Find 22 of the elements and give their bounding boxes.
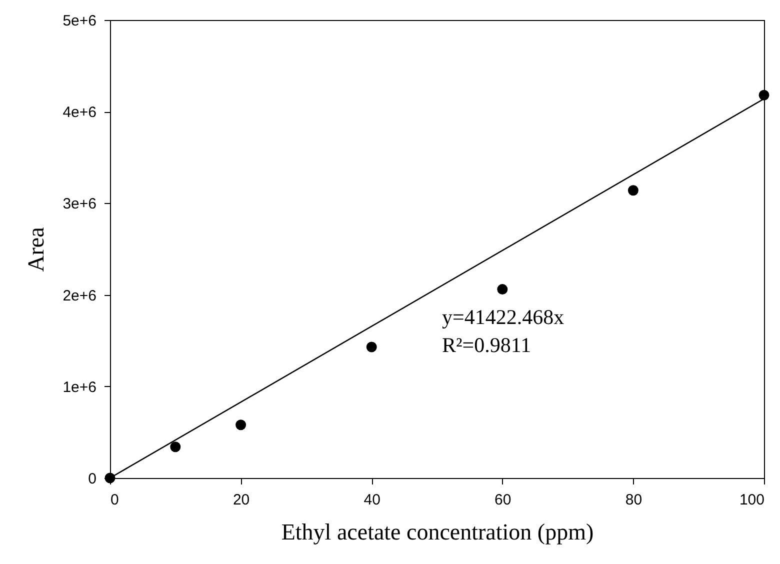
x-tick-label: 20	[232, 492, 250, 508]
point	[758, 90, 770, 100]
annotation: y=41422.468x	[442, 305, 565, 329]
annotation: R²=0.9811	[442, 333, 532, 357]
point	[497, 284, 508, 295]
point	[236, 420, 246, 430]
x-tick-label: 80	[625, 492, 642, 508]
y-axis-title: Area	[24, 227, 49, 272]
x-tick-label: 40	[364, 492, 380, 508]
x-tick-label: 0	[110, 492, 119, 508]
y-tick-label: 4e+6	[62, 104, 96, 122]
x-tick-label: 60	[494, 492, 512, 508]
point	[170, 442, 181, 452]
x-tick-label: 100	[739, 492, 764, 508]
y-tick-label: 3e+6	[62, 196, 96, 213]
point	[366, 342, 377, 352]
point	[628, 185, 638, 196]
y-tick-label: 2e+6	[62, 287, 96, 304]
x-axis-title: Ethyl acetate concentration (ppm)	[281, 520, 594, 544]
y-tick-label: 0	[88, 470, 96, 488]
y-tick-label: 5e+6	[62, 12, 96, 30]
y-tick-label: 1e+6	[62, 378, 96, 396]
